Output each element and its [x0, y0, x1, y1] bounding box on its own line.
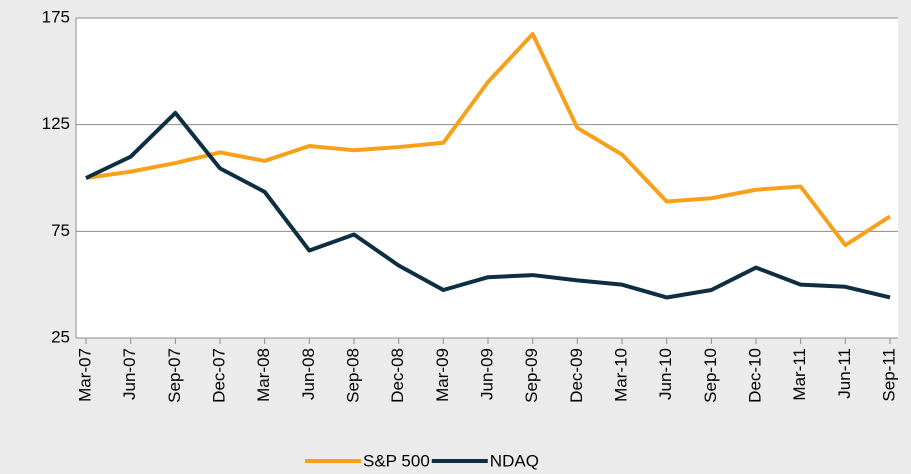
- x-tick-label: Sep-09: [522, 348, 541, 403]
- x-tick-label: Jun-10: [656, 348, 675, 400]
- series-line: [85, 32, 892, 248]
- x-tick-label: Sep-10: [701, 348, 720, 403]
- x-tick-label: Jun-08: [299, 348, 318, 400]
- x-tick-label: Sep-11: [879, 348, 898, 402]
- x-tick-label: Mar-07: [75, 348, 94, 402]
- y-tick-label: 75: [51, 221, 70, 240]
- x-tick-label: Dec-07: [209, 348, 228, 403]
- series-line: [85, 110, 891, 300]
- y-tick-label: 125: [42, 114, 70, 133]
- x-tick-label: Dec-10: [745, 348, 764, 403]
- x-tick-label: Sep-07: [165, 348, 184, 403]
- x-tick-label: Jun-09: [477, 348, 496, 400]
- plot-area: [76, 18, 898, 338]
- x-tick-label: Dec-09: [567, 348, 586, 403]
- y-tick-label: 175: [42, 7, 70, 26]
- x-tick-label: Jun-11: [835, 348, 854, 399]
- x-tick-label: Mar-10: [611, 348, 630, 402]
- y-tick-label: 25: [51, 327, 70, 346]
- x-tick-label: Dec-08: [388, 348, 407, 403]
- x-tick-label: Mar-09: [433, 348, 452, 402]
- x-tick-label: Mar-11: [790, 348, 809, 401]
- x-tick-label: Mar-08: [254, 348, 273, 402]
- legend-label: NDAQ: [490, 451, 539, 470]
- x-tick-label: Jun-07: [120, 348, 139, 400]
- x-tick-label: Sep-08: [343, 348, 362, 403]
- legend-label: S&P 500: [363, 451, 430, 470]
